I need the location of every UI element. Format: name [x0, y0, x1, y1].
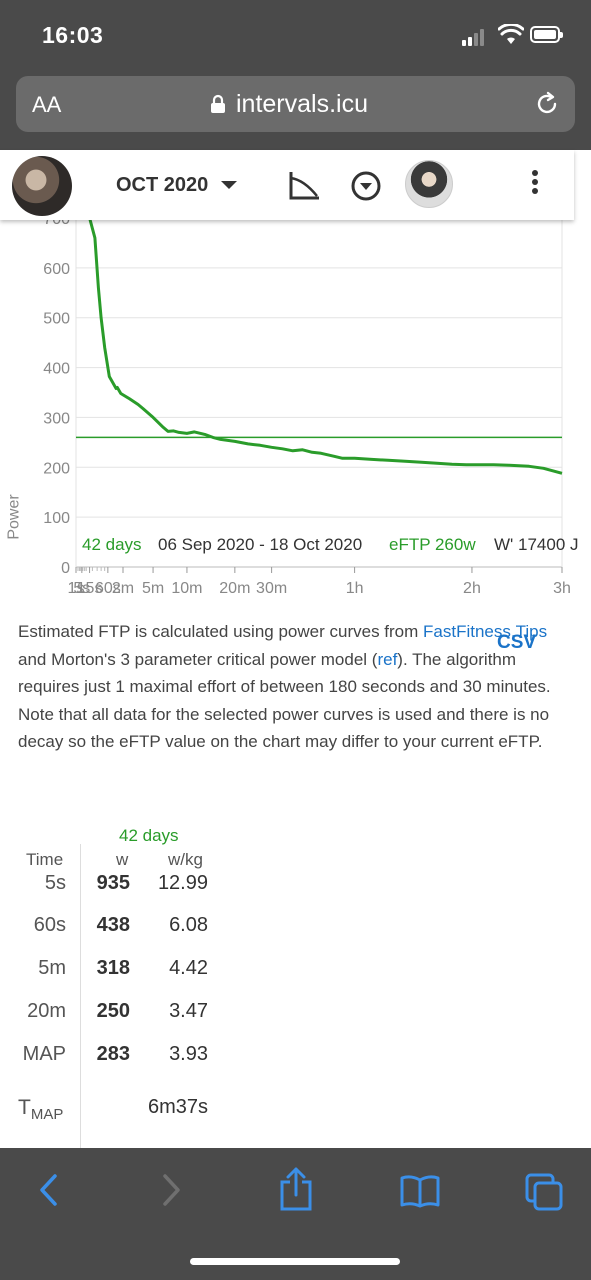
row-wkg: 6.08 [169, 914, 208, 936]
home-indicator [190, 1258, 400, 1265]
user-avatar[interactable] [405, 160, 453, 208]
power-curve-icon[interactable] [288, 170, 322, 200]
y-tick-label: 200 [43, 460, 70, 477]
header-wkg: w/kg [168, 850, 203, 869]
row-time: 5s [44, 872, 66, 894]
x-tick-label: 20m [219, 580, 250, 597]
table-row: 5s 935 12.99 [0, 872, 260, 914]
y-axis-label: Power [5, 494, 23, 540]
url-text[interactable]: intervals.icu [236, 90, 368, 118]
reload-icon[interactable] [533, 90, 561, 118]
row-wkg: 12.99 [157, 872, 208, 894]
power-curve-line [88, 217, 563, 475]
x-tick-label: 1s [68, 580, 85, 597]
x-tick-label: 3h [553, 580, 571, 597]
y-tick-label: 400 [43, 361, 70, 378]
lock-icon [211, 94, 225, 113]
x-tick-label: 60s [95, 580, 121, 597]
x-tick-label: 15s [77, 580, 103, 597]
row-watts: 318 [96, 957, 130, 979]
x-tick-label: 5s [73, 580, 90, 597]
x-tick-label: 1h [346, 580, 364, 597]
address-bar[interactable]: AA intervals.icu [16, 76, 575, 132]
x-tick-label: 30m [256, 580, 287, 597]
eftp-description: Estimated FTP is calculated using power … [18, 622, 551, 751]
share-icon[interactable] [278, 1166, 314, 1212]
power-curve-chart: Power 0 100 200 300 400 500 600 700 1s5s15s60s2m… [0, 211, 591, 610]
csv-download-link[interactable]: CSV [497, 632, 537, 653]
tmap-label: TMAP [18, 1096, 64, 1124]
y-tick-label: 300 [43, 410, 70, 427]
bookmarks-icon[interactable] [400, 1174, 440, 1208]
athlete-avatar[interactable] [12, 156, 72, 216]
ref-link[interactable]: ref [377, 649, 398, 669]
row-watts: 283 [96, 1043, 130, 1065]
more-menu-icon[interactable] [532, 170, 538, 197]
filter-dropdown-icon[interactable] [350, 170, 382, 202]
legend-dates: 06 Sep 2020 - 18 Oct 2020 [158, 535, 362, 554]
row-time: MAP [22, 1043, 66, 1065]
cellular-signal-icon [462, 28, 490, 46]
x-tick-label: 2m [112, 580, 134, 597]
table-row: 20m 250 3.47 [0, 1000, 260, 1042]
wifi-icon [498, 24, 524, 44]
tmap-row: TMAP 6m37s [0, 1096, 260, 1138]
text-size-button[interactable]: AA [32, 92, 62, 117]
forward-icon[interactable] [160, 1170, 184, 1210]
row-time: 20m [27, 1000, 66, 1022]
row-wkg: 3.47 [169, 1000, 208, 1022]
battery-icon [530, 26, 563, 43]
back-icon[interactable] [36, 1170, 60, 1210]
table-row: 60s 438 6.08 [0, 914, 260, 956]
row-watts: 438 [96, 914, 130, 936]
tabs-icon[interactable] [524, 1172, 564, 1212]
x-tick-label: 5m [142, 580, 164, 597]
tmap-value: 6m37s [147, 1096, 208, 1118]
fastfitness-link[interactable]: FastFitness.Tips [423, 622, 548, 641]
row-time: 60s [33, 914, 66, 936]
row-watts: 250 [96, 1000, 130, 1022]
header-watts: w [116, 850, 129, 869]
header-time: Time [26, 850, 64, 869]
caret-down-icon[interactable] [221, 181, 237, 189]
x-tick-label: 2h [463, 580, 481, 597]
y-tick-label: 600 [43, 261, 70, 278]
row-wkg: 4.42 [169, 957, 208, 979]
browser-chrome: 16:03 AA intervals.icu [0, 0, 591, 150]
y-tick-label: 0 [61, 560, 70, 577]
month-selector[interactable]: OCT 2020 [116, 174, 209, 196]
row-wkg: 3.93 [169, 1043, 208, 1065]
app-header: OCT 2020 [0, 150, 574, 220]
status-time: 16:03 [42, 22, 104, 48]
y-tick-label: 700 [43, 220, 70, 228]
x-tick-label: 10m [171, 580, 202, 597]
legend-range: 42 days [82, 535, 142, 554]
y-tick-label: 500 [43, 311, 70, 328]
row-time: 5m [38, 957, 66, 979]
y-tick-label: 100 [43, 510, 70, 527]
table-row: MAP 283 3.93 [0, 1043, 260, 1085]
table-divider [80, 844, 81, 1152]
legend-eftp: eFTP 260w [389, 535, 476, 554]
table-row: 5m 318 4.42 [0, 957, 260, 999]
table-range-label: 42 days [119, 826, 179, 845]
row-watts: 935 [96, 872, 130, 894]
legend-wprime: W' 17400 J [494, 535, 579, 554]
